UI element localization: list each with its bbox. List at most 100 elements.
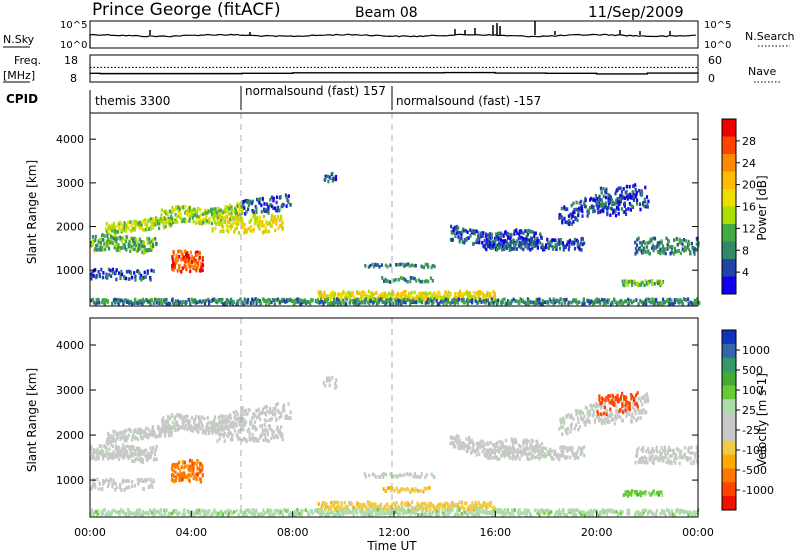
echo-cell <box>432 503 435 508</box>
echo-cell <box>131 438 134 442</box>
echo-cell <box>276 425 279 430</box>
echo-cell <box>642 301 645 306</box>
echo-cell <box>107 267 110 272</box>
echo-cell <box>119 220 122 225</box>
echo-cell <box>102 271 105 275</box>
echo-cell <box>153 457 156 462</box>
echo-cell <box>127 479 130 483</box>
echo-cell <box>194 263 197 268</box>
echo-cell <box>111 439 114 443</box>
echo-cell <box>234 216 237 221</box>
echo-cell <box>208 209 211 213</box>
echo-cell <box>553 299 556 303</box>
echo-cell <box>429 276 433 280</box>
echo-cell <box>282 299 285 303</box>
echo-cell <box>245 210 248 214</box>
echo-cell <box>560 454 563 458</box>
echo-cell <box>585 418 588 423</box>
echo-cell <box>258 226 261 231</box>
echo-cell <box>627 403 630 408</box>
echo-cell <box>148 237 151 241</box>
echo-cell <box>421 293 424 298</box>
echo-cell <box>225 217 228 221</box>
echo-cell <box>537 448 540 453</box>
echo-cell <box>381 475 385 479</box>
echo-cell <box>103 234 106 238</box>
echo-cell <box>511 447 514 451</box>
echo-cell <box>613 421 617 426</box>
echo-cell <box>91 508 94 512</box>
echo-cell <box>541 244 544 249</box>
echo-cell <box>171 205 174 210</box>
echo-cell <box>401 262 405 267</box>
echo-cell <box>396 474 399 479</box>
echo-cell <box>228 299 231 304</box>
echo-cell <box>576 218 579 223</box>
echo-cell <box>157 434 160 438</box>
echo-cell <box>220 221 223 226</box>
echo-cell <box>115 455 118 459</box>
echo-cell <box>344 293 348 297</box>
echo-cell <box>587 208 590 213</box>
echo-cell <box>673 300 677 305</box>
echo-cell <box>634 460 637 465</box>
echo-cell <box>367 501 371 505</box>
echo-cell <box>119 246 122 250</box>
echo-cell <box>225 214 228 219</box>
echo-cell <box>192 476 195 481</box>
echo-cell <box>235 417 238 422</box>
echo-cell <box>644 490 647 494</box>
echo-cell <box>404 294 407 298</box>
echo-cell <box>489 503 492 508</box>
echo-cell <box>535 301 538 306</box>
echo-cell <box>222 434 225 439</box>
echo-cell <box>364 300 367 305</box>
echo-cell <box>106 243 109 248</box>
echo-cell <box>151 485 154 489</box>
echo-cell <box>514 440 517 445</box>
echo-cell <box>125 269 129 274</box>
echo-cell <box>99 245 102 249</box>
echo-cell <box>632 184 636 188</box>
echo-cell <box>219 414 222 418</box>
echo-cell <box>178 249 181 254</box>
echo-cell <box>604 201 607 205</box>
echo-cell <box>460 292 463 296</box>
echo-cell <box>430 265 433 270</box>
echo-cell <box>528 242 531 247</box>
echo-cell <box>135 456 138 461</box>
echo-cell <box>616 393 619 398</box>
echo-cell <box>98 444 102 448</box>
echo-cell <box>167 216 170 221</box>
echo-cell <box>433 264 436 269</box>
echo-cell <box>514 245 517 249</box>
echo-cell <box>656 456 659 461</box>
echo-cell <box>114 270 117 274</box>
echo-cell <box>389 263 392 268</box>
echo-cell <box>133 247 136 252</box>
echo-cell <box>105 222 108 226</box>
echo-cell <box>570 422 573 426</box>
echo-cell <box>554 238 557 243</box>
echo-cell <box>665 460 668 464</box>
echo-cell <box>577 211 580 215</box>
echo-cell <box>196 466 199 471</box>
echo-cell <box>171 420 175 425</box>
echo-cell <box>235 424 238 428</box>
echo-cell <box>114 452 118 457</box>
echo-cell <box>375 263 378 267</box>
echo-cell <box>97 509 100 513</box>
echo-cell <box>443 503 446 508</box>
echo-cell <box>118 449 121 453</box>
echo-cell <box>384 472 388 477</box>
echo-cell <box>578 246 581 250</box>
echo-cell <box>220 420 223 424</box>
echo-cell <box>473 229 476 234</box>
echo-cell <box>486 505 489 509</box>
echo-cell <box>195 216 199 220</box>
echo-cell <box>646 249 649 254</box>
echo-cell <box>437 503 440 507</box>
echo-cell <box>256 197 259 202</box>
echo-cell <box>640 448 643 452</box>
echo-cell <box>643 299 646 304</box>
